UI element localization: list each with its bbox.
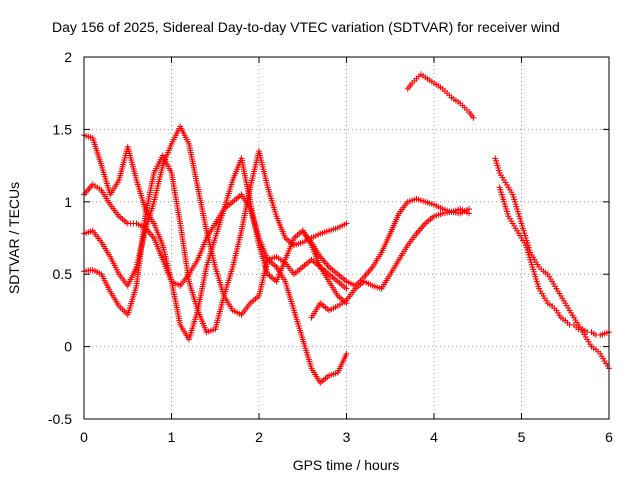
series-track-2 <box>81 181 350 386</box>
x-tick-label: 0 <box>80 429 88 445</box>
series-track-7 <box>404 71 477 121</box>
y-tick-label: -0.5 <box>48 411 72 427</box>
series-track-4 <box>81 148 350 336</box>
x-tick-label: 6 <box>605 429 613 445</box>
x-tick-label: 2 <box>255 429 263 445</box>
x-tick-label: 1 <box>168 429 176 445</box>
series-track-9 <box>496 184 612 339</box>
chart-title: Day 156 of 2025, Sidereal Day-to-day VTE… <box>52 19 560 35</box>
series-track-6 <box>308 206 472 321</box>
y-tick-label: 2 <box>64 49 72 65</box>
y-tick-label: 1 <box>64 194 72 210</box>
series-track-8 <box>492 155 612 372</box>
x-tick-label: 3 <box>343 429 351 445</box>
tick-labels: 0 1 2 3 4 5 6 -0.5 0 0.5 1 1.5 2 <box>48 49 613 445</box>
y-axis-label: SDTVAR / TECUs <box>6 182 22 294</box>
y-tick-label: 1.5 <box>53 121 73 137</box>
x-tick-label: 4 <box>430 429 438 445</box>
y-tick-label: 0 <box>64 339 72 355</box>
data-points <box>81 71 612 386</box>
grid-lines <box>84 57 609 419</box>
y-tick-label: 0.5 <box>53 266 73 282</box>
series-track-1 <box>81 132 350 343</box>
x-axis-label: GPS time / hours <box>293 457 400 473</box>
x-tick-label: 5 <box>518 429 526 445</box>
